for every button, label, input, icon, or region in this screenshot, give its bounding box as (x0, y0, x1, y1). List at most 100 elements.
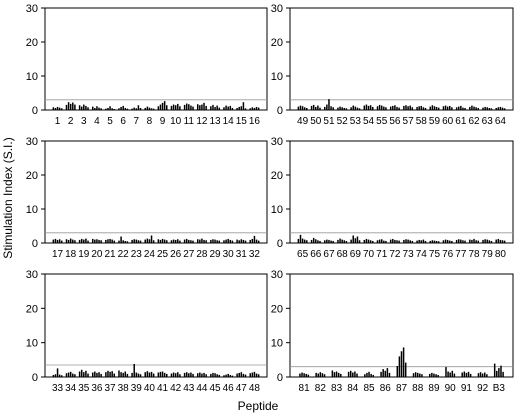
bar (242, 373, 245, 377)
bar (444, 105, 447, 110)
bar (118, 108, 120, 110)
y-tick-label: 20 (271, 303, 283, 315)
bar (464, 107, 466, 110)
bar (451, 240, 453, 243)
bar (105, 372, 107, 377)
bar (124, 107, 127, 110)
bar (113, 373, 116, 377)
bar (120, 106, 122, 110)
bar (214, 106, 216, 110)
bar (303, 107, 306, 110)
bar (352, 372, 354, 377)
bar (402, 347, 405, 377)
x-tick-label: 32 (249, 249, 261, 260)
bar (185, 103, 188, 110)
bar (461, 372, 463, 377)
bar (501, 240, 504, 243)
bar (218, 374, 221, 377)
bar (236, 107, 238, 110)
y-tick-label: 20 (26, 170, 38, 182)
bar (242, 239, 245, 243)
bar (333, 372, 336, 377)
bar (109, 238, 111, 243)
bar (449, 240, 451, 243)
bar (111, 371, 113, 377)
x-tick-label: 74 (416, 249, 428, 260)
bar (496, 370, 498, 377)
bar (161, 371, 164, 377)
x-tick-label: 73 (403, 249, 415, 260)
bar (126, 241, 129, 243)
x-tick-label: 86 (380, 383, 392, 394)
bar (216, 105, 218, 110)
bar (91, 372, 94, 377)
bar (85, 238, 87, 243)
bar (58, 107, 61, 110)
bar (384, 370, 387, 377)
y-tick-label: 20 (26, 303, 38, 315)
bar (396, 240, 398, 243)
bar (473, 106, 475, 110)
bar (199, 105, 201, 110)
bar (179, 374, 181, 377)
bar (330, 240, 332, 243)
bar (120, 236, 122, 243)
bar (131, 239, 133, 243)
bar (253, 235, 256, 243)
x-tick-label: 26 (170, 249, 182, 260)
bar (412, 373, 415, 377)
bar (227, 106, 229, 110)
bar (203, 239, 205, 243)
bar (54, 374, 57, 377)
bar (100, 108, 102, 110)
bar (74, 104, 76, 110)
bar (236, 373, 238, 377)
bar (100, 373, 102, 377)
x-tick-label: 4 (94, 116, 100, 127)
x-tick-label: 63 (482, 116, 494, 127)
x-tick-label: 54 (363, 116, 375, 127)
bar (255, 373, 258, 377)
bar (479, 372, 482, 377)
bar (503, 108, 506, 110)
bar (65, 104, 68, 110)
bar (378, 104, 381, 110)
bar (315, 239, 317, 243)
y-tick-label: 10 (271, 71, 283, 83)
y-tick-label: 0 (32, 238, 38, 250)
x-tick-label: 48 (249, 383, 261, 394)
bar (98, 372, 100, 377)
bar (183, 104, 186, 110)
bar (94, 239, 96, 243)
bar (460, 105, 462, 110)
x-tick-label: 31 (236, 249, 248, 260)
bar (490, 108, 493, 110)
x-tick-label: 76 (442, 249, 454, 260)
bar (484, 372, 486, 377)
bar (404, 362, 407, 377)
bar (137, 240, 140, 243)
bar (61, 108, 63, 110)
bar (72, 102, 74, 110)
bar (376, 240, 379, 243)
bar (238, 240, 240, 243)
bar (122, 372, 124, 377)
bar (139, 107, 142, 110)
y-tick-label: 30 (26, 269, 38, 281)
bar (484, 106, 486, 110)
x-tick-label: 80 (495, 249, 507, 260)
bar (301, 372, 303, 377)
bar (317, 373, 319, 377)
bar (56, 106, 59, 110)
bar (429, 106, 432, 110)
bar (67, 102, 70, 110)
bar (111, 108, 113, 110)
x-tick-label: 49 (297, 116, 309, 127)
bar (380, 105, 383, 110)
bar (257, 107, 260, 110)
bar (405, 105, 407, 110)
x-tick-label: 18 (65, 249, 77, 260)
x-tick-label: 51 (323, 116, 335, 127)
bar (364, 374, 366, 377)
bar (231, 107, 234, 110)
